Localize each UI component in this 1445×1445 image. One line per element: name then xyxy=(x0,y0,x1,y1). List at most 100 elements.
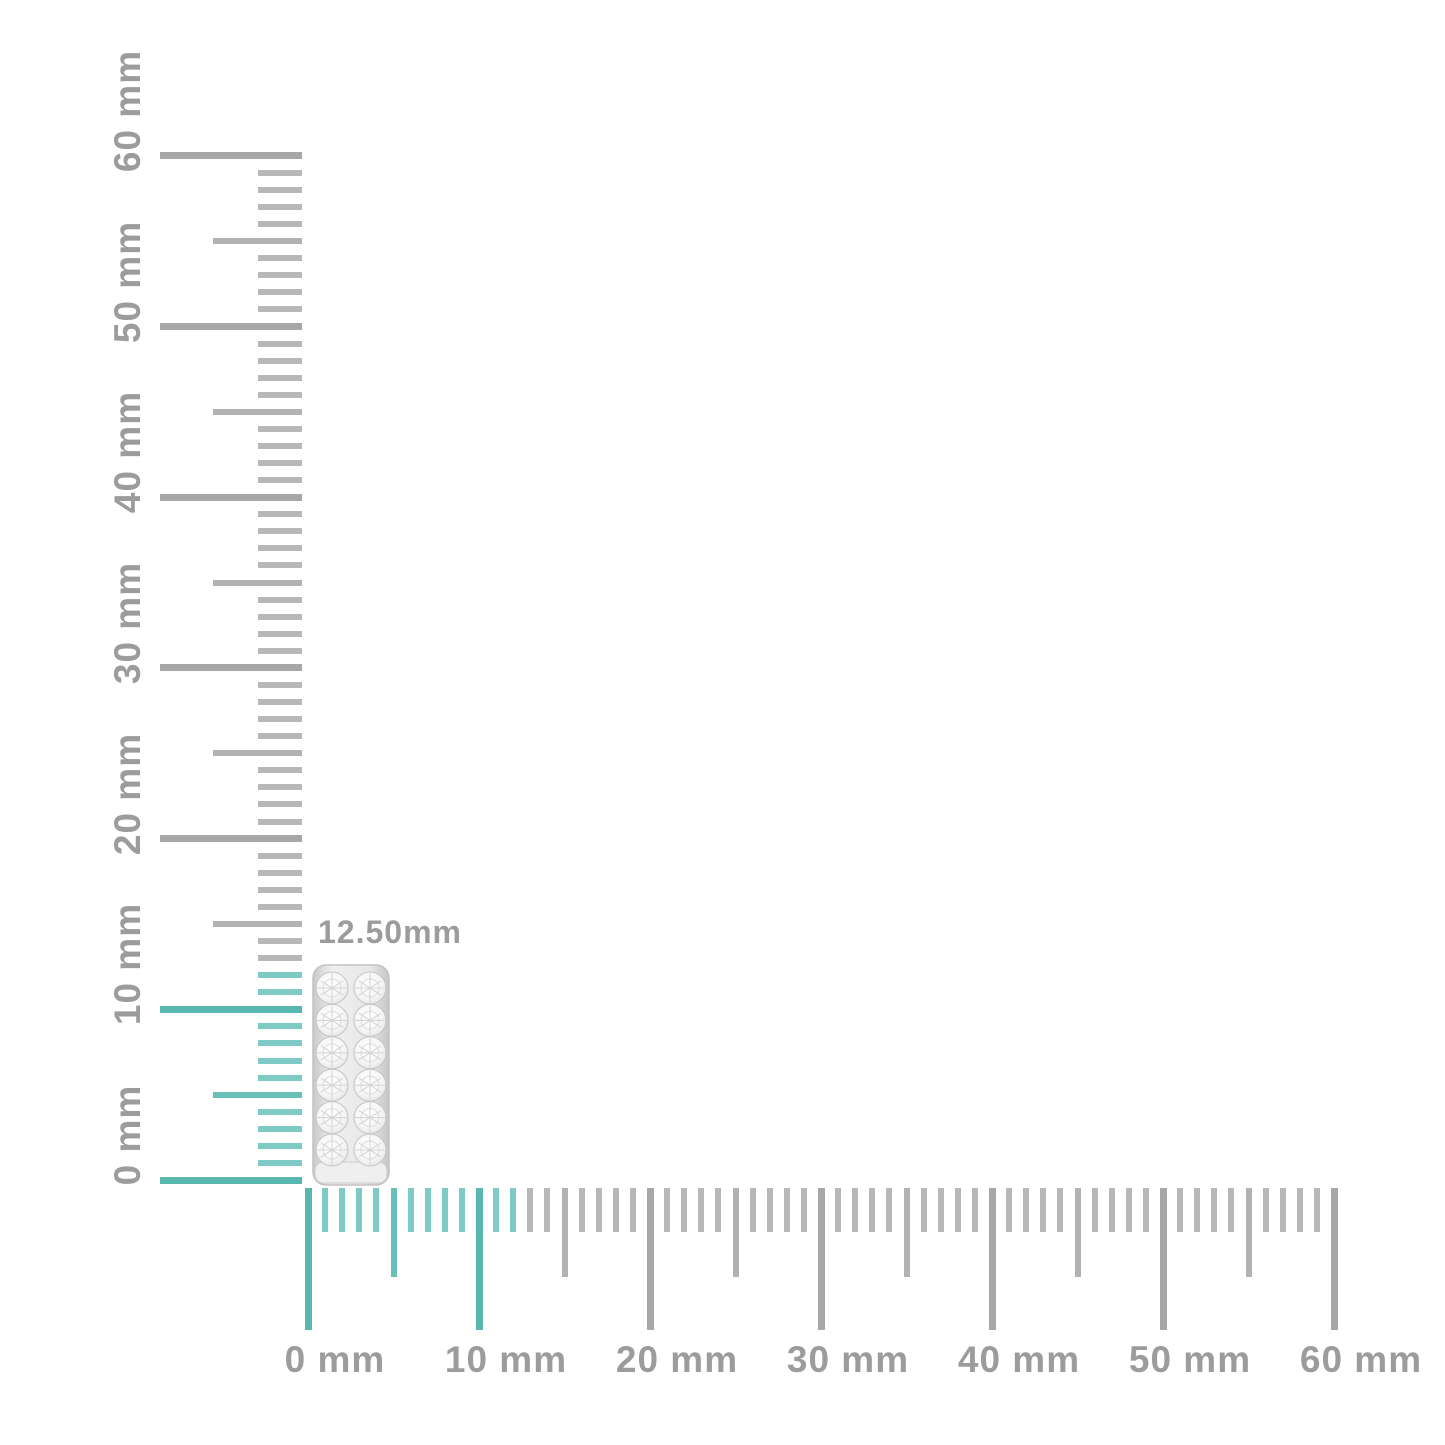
diamond-stone xyxy=(315,1036,349,1070)
v-ruler-tick-17mm xyxy=(258,886,302,893)
h-ruler-tick-45mm xyxy=(1074,1188,1081,1277)
h-ruler-tick-55mm xyxy=(1245,1188,1252,1277)
v-ruler-tick-18mm xyxy=(258,869,302,876)
h-ruler-tick-42mm xyxy=(1023,1188,1030,1232)
v-ruler-tick-24mm xyxy=(258,767,302,774)
h-ruler-tick-39mm xyxy=(971,1188,978,1232)
diamond-stone xyxy=(353,1100,387,1135)
h-ruler-tick-41mm xyxy=(1006,1188,1013,1232)
h-ruler-tick-18mm xyxy=(612,1188,619,1232)
v-ruler-tick-47mm xyxy=(258,374,302,381)
h-ruler-tick-19mm xyxy=(629,1188,636,1232)
h-ruler-tick-13mm xyxy=(527,1188,534,1232)
h-ruler-tick-11mm xyxy=(493,1188,500,1232)
v-ruler-tick-43mm xyxy=(258,442,302,449)
v-ruler-tick-20mm xyxy=(160,835,302,843)
h-ruler-tick-8mm xyxy=(441,1188,448,1232)
diamond-stone xyxy=(315,1100,349,1135)
h-ruler-tick-47mm xyxy=(1108,1188,1115,1232)
h-ruler-tick-20mm xyxy=(646,1188,654,1330)
v-ruler-tick-1mm xyxy=(258,1159,302,1166)
v-ruler-tick-27mm xyxy=(258,716,302,723)
h-ruler-tick-36mm xyxy=(920,1188,927,1232)
v-ruler-tick-44mm xyxy=(258,425,302,432)
h-ruler-tick-21mm xyxy=(664,1188,671,1232)
dimension-label: 12.50mm xyxy=(318,914,462,950)
v-ruler-tick-15mm xyxy=(213,920,302,927)
h-ruler-label-20mm: 20 mm xyxy=(615,1339,739,1380)
v-ruler-tick-30mm xyxy=(160,664,302,672)
h-ruler-tick-40mm xyxy=(988,1188,996,1330)
h-ruler-tick-4mm xyxy=(373,1188,380,1232)
v-ruler-tick-55mm xyxy=(213,238,302,245)
v-ruler-label-10mm: 10 mm xyxy=(107,903,148,1026)
h-ruler-tick-32mm xyxy=(852,1188,859,1232)
diamond-stone xyxy=(315,1003,349,1038)
h-ruler-tick-17mm xyxy=(595,1188,602,1232)
h-ruler-tick-59mm xyxy=(1313,1188,1320,1232)
h-ruler-tick-16mm xyxy=(578,1188,585,1232)
diamond-stone xyxy=(315,1133,349,1167)
h-ruler-label-10mm: 10 mm xyxy=(444,1339,568,1380)
v-ruler-tick-4mm xyxy=(258,1108,302,1115)
h-ruler-tick-34mm xyxy=(886,1188,893,1232)
v-ruler-tick-45mm xyxy=(213,408,302,415)
h-ruler-tick-1mm xyxy=(322,1188,329,1232)
v-ruler-label-0mm: 0 mm xyxy=(107,1084,148,1186)
v-ruler-tick-25mm xyxy=(213,750,302,757)
v-ruler-tick-6mm xyxy=(258,1074,302,1081)
v-ruler-tick-0mm xyxy=(160,1176,302,1184)
h-ruler-tick-43mm xyxy=(1040,1188,1047,1232)
h-ruler-tick-2mm xyxy=(339,1188,346,1232)
h-ruler-tick-46mm xyxy=(1091,1188,1098,1232)
h-ruler-tick-53mm xyxy=(1211,1188,1218,1232)
v-ruler-tick-49mm xyxy=(258,340,302,347)
v-ruler-tick-57mm xyxy=(258,204,302,210)
h-ruler-tick-7mm xyxy=(424,1188,431,1232)
h-ruler-tick-38mm xyxy=(954,1188,961,1232)
v-ruler-tick-29mm xyxy=(258,681,302,688)
h-ruler-tick-12mm xyxy=(510,1188,517,1232)
h-ruler-tick-26mm xyxy=(749,1188,756,1232)
h-ruler-tick-58mm xyxy=(1296,1188,1303,1232)
v-ruler-tick-50mm xyxy=(160,323,302,330)
h-ruler-tick-31mm xyxy=(835,1188,842,1232)
v-ruler-label-60mm: 60 mm xyxy=(107,49,148,172)
h-ruler-label-0mm: 0 mm xyxy=(284,1339,386,1380)
v-ruler-tick-12mm xyxy=(258,972,302,979)
h-ruler-tick-10mm xyxy=(475,1188,483,1330)
diamond-stone xyxy=(315,971,349,1005)
v-ruler-tick-36mm xyxy=(258,562,302,569)
diamond-stone xyxy=(353,1003,387,1038)
diamond-stone xyxy=(353,1068,387,1102)
h-ruler-tick-15mm xyxy=(561,1188,568,1277)
h-ruler-tick-54mm xyxy=(1228,1188,1235,1232)
h-ruler-label-40mm: 40 mm xyxy=(957,1339,1081,1380)
v-ruler-tick-40mm xyxy=(160,493,302,501)
v-ruler-tick-9mm xyxy=(258,1023,302,1030)
h-ruler-tick-57mm xyxy=(1279,1188,1286,1232)
earring-metal-band xyxy=(314,1161,388,1184)
v-ruler-tick-3mm xyxy=(258,1125,302,1132)
v-ruler-tick-8mm xyxy=(258,1040,302,1047)
earring-image xyxy=(312,964,390,1186)
h-ruler-tick-27mm xyxy=(766,1188,773,1232)
diamond-stone xyxy=(353,971,387,1005)
h-ruler-tick-35mm xyxy=(903,1188,910,1277)
v-ruler-tick-38mm xyxy=(258,528,302,535)
v-ruler-tick-14mm xyxy=(258,938,302,945)
v-ruler-tick-48mm xyxy=(258,357,302,364)
h-ruler-tick-28mm xyxy=(783,1188,790,1232)
v-ruler-tick-54mm xyxy=(258,255,302,262)
v-ruler-tick-26mm xyxy=(258,733,302,740)
v-ruler-tick-41mm xyxy=(258,477,302,484)
h-ruler-tick-25mm xyxy=(732,1188,739,1277)
h-ruler-tick-49mm xyxy=(1142,1188,1149,1232)
v-ruler-tick-11mm xyxy=(258,989,302,996)
v-ruler-tick-19mm xyxy=(258,852,302,859)
h-ruler-tick-37mm xyxy=(937,1188,944,1232)
h-ruler-tick-50mm xyxy=(1159,1188,1167,1330)
diamond-stone xyxy=(353,1133,387,1167)
h-ruler-tick-14mm xyxy=(544,1188,551,1232)
